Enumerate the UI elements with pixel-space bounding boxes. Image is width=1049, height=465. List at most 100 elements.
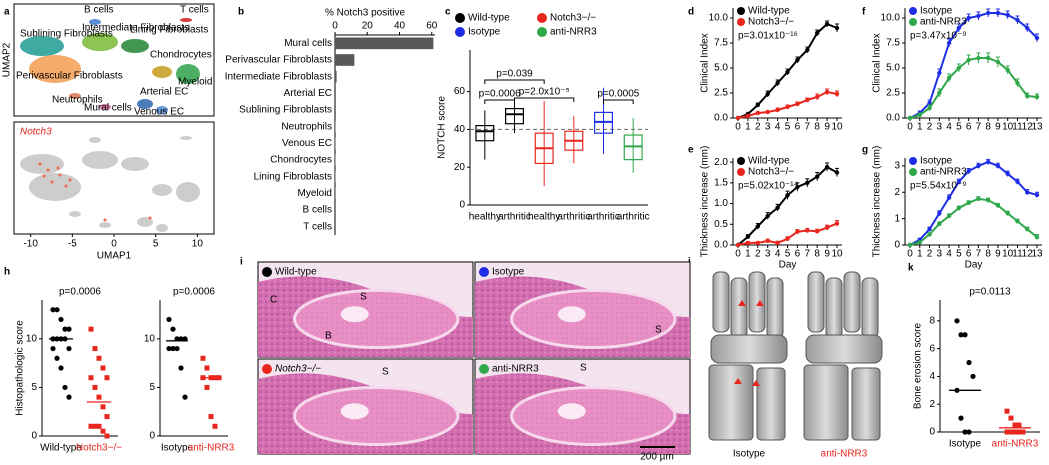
point [976,55,981,61]
point [88,326,94,332]
point [62,326,68,332]
cluster-label: B cells [84,5,113,16]
point [174,345,180,352]
x-tick-label: -10 [23,239,38,250]
point [985,197,991,203]
point [200,355,206,361]
umap-cluster [69,93,81,99]
x-tick-label: 7 [976,122,982,133]
y-axis-label: Clinical Index [872,33,883,92]
point [985,159,991,165]
point [995,203,1001,208]
bar [335,54,355,66]
x-tick-label: 5 [785,249,791,260]
notch3-cell [58,173,62,177]
legend-label: Notch3−/− [748,167,794,178]
y-tick-label: 0.0 [886,113,900,124]
umap-cluster [29,173,81,201]
y-tick-label: 7.5 [886,38,900,49]
y-axis-label: Clinical Index [700,33,711,92]
point [66,345,72,352]
point [1012,429,1018,435]
legend-label: Isotype [468,27,501,38]
significance-bracket [603,99,634,104]
x-tick-label: 5 [785,122,791,133]
y-tick-label: 0 [31,431,37,442]
panel-letter: i [240,257,243,268]
notch3-cell [50,180,54,184]
point [178,365,184,371]
cluster-label: Arterial EC [140,87,188,98]
x-tick-label: 6 [795,122,801,133]
point [1034,192,1040,198]
category-label: Neutrophils [281,121,332,132]
point [1034,35,1040,41]
category-label: Mural cells [284,38,332,49]
p-value: p=5.54x10⁻⁹ [910,181,967,192]
category-label: Sublining Fibroblasts [239,105,332,116]
cluster-label: Neutrophils [52,95,103,106]
point [66,326,72,332]
y-tick-label: 1.5 [714,177,728,188]
x-tick-label: 0 [111,239,117,250]
point [58,316,64,323]
point [745,234,751,239]
carpal-bone [712,271,730,333]
y-tick-label: 10.0 [881,13,901,24]
point [907,115,913,121]
umap-cluster [156,224,168,232]
x-tick-label: 6 [795,249,801,260]
point [92,346,98,352]
notch3-cell [64,184,68,188]
category-label: Wild-type [40,443,82,454]
point [956,25,962,31]
legend-marker [909,168,917,176]
point [927,226,932,232]
point [824,21,830,27]
point [985,55,991,61]
x-tick-label: 9 [995,122,1001,133]
ct-label: Isotype [733,449,766,460]
group-label: Wild-type [275,267,317,278]
umap-cluster [99,104,111,110]
point [785,69,790,75]
erosion-arrow [734,378,742,384]
point [204,384,210,390]
category-label: Isotype [949,439,982,450]
x-tick-label: 7 [976,249,982,260]
x-tick-label: 3 [937,249,943,260]
ulna [851,367,881,441]
bar [335,70,337,83]
y-tick-label: 2.5 [714,88,728,99]
point [937,90,942,96]
category-label: Intermediate Fibroblasts [225,71,332,82]
scale-bar-label: 200 µm [640,452,674,463]
category-label: Arterial EC [284,88,332,99]
x-tick-label: 6 [966,122,972,133]
cluster-label: Intermediate Fibroblasts [82,23,189,34]
legend-marker [537,27,547,37]
category-label: arthritic [587,212,620,223]
point [1012,422,1018,428]
point [834,221,840,226]
chart-title: % Notch3 positive [325,8,405,19]
umap-cluster [152,184,172,196]
y-axis-label: Thickness increase (mm) [872,146,883,258]
point [976,13,981,19]
category-label: arthritic [557,212,590,223]
panel-letter: g [862,145,868,156]
x-tick-label: 4 [946,249,952,260]
tissue-label: C [270,295,277,306]
x-tick-label: 13 [1031,122,1043,133]
legend-label: Wild-type [468,13,510,24]
umap-cluster [20,36,64,56]
legend-label: Wild-type [748,156,790,167]
point [834,25,840,31]
carpal-bone [843,271,861,333]
legend-label: Wild-type [748,6,790,17]
p-value: p=0.039 [496,69,533,80]
group-label: anti-NRR3 [492,364,539,375]
point [805,97,810,103]
point [962,429,968,435]
point [956,205,962,211]
